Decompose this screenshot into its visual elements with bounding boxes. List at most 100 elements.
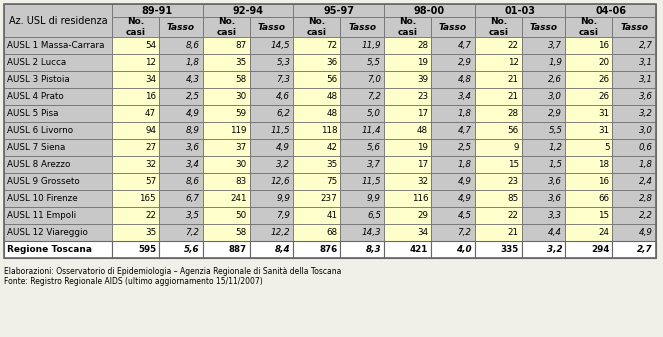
Text: 5,0: 5,0	[367, 109, 381, 118]
Bar	[203, 17, 250, 37]
Text: 7,3: 7,3	[276, 75, 290, 84]
Bar	[475, 190, 522, 207]
Bar	[613, 54, 656, 71]
Text: Tasso: Tasso	[530, 23, 558, 31]
Text: 41: 41	[326, 211, 337, 220]
Text: 26: 26	[599, 92, 609, 101]
Text: 5: 5	[604, 143, 609, 152]
Text: 92-94: 92-94	[233, 5, 263, 16]
Text: 2,7: 2,7	[639, 41, 653, 50]
Bar	[341, 122, 384, 139]
Text: 16: 16	[599, 177, 609, 186]
Bar	[159, 122, 203, 139]
Bar	[384, 122, 431, 139]
Text: 887: 887	[229, 245, 247, 254]
Text: 28: 28	[417, 41, 428, 50]
Bar	[293, 105, 341, 122]
Bar	[475, 17, 522, 37]
Text: 4,7: 4,7	[457, 126, 471, 135]
Text: 19: 19	[417, 143, 428, 152]
Text: 5,5: 5,5	[367, 58, 381, 67]
Text: 37: 37	[235, 143, 247, 152]
Bar	[250, 17, 293, 37]
Text: 54: 54	[145, 41, 156, 50]
Text: 85: 85	[508, 194, 519, 203]
Bar	[566, 156, 613, 173]
Bar	[4, 4, 656, 258]
Text: 237: 237	[321, 194, 337, 203]
Bar	[250, 224, 293, 241]
Text: 1,8: 1,8	[457, 109, 471, 118]
Text: 3,2: 3,2	[639, 109, 653, 118]
Text: 2,9: 2,9	[457, 58, 471, 67]
Text: 12,6: 12,6	[271, 177, 290, 186]
Text: 4,9: 4,9	[276, 143, 290, 152]
Bar	[112, 224, 159, 241]
Bar	[384, 37, 431, 54]
Bar	[522, 105, 566, 122]
Text: AUSL 2 Lucca: AUSL 2 Lucca	[7, 58, 66, 67]
Text: 89-91: 89-91	[142, 5, 173, 16]
Text: 12: 12	[145, 58, 156, 67]
Bar	[112, 105, 159, 122]
Bar	[293, 4, 384, 17]
Bar	[475, 207, 522, 224]
Text: AUSL 6 Livorno: AUSL 6 Livorno	[7, 126, 73, 135]
Bar	[159, 224, 203, 241]
Bar	[384, 156, 431, 173]
Text: 01-03: 01-03	[505, 5, 536, 16]
Text: 66: 66	[599, 194, 609, 203]
Text: 118: 118	[321, 126, 337, 135]
Text: 83: 83	[235, 177, 247, 186]
Text: 56: 56	[326, 75, 337, 84]
Bar	[613, 207, 656, 224]
Text: 4,9: 4,9	[457, 177, 471, 186]
Bar	[203, 173, 250, 190]
Text: AUSL 10 Firenze: AUSL 10 Firenze	[7, 194, 78, 203]
Text: 4,5: 4,5	[457, 211, 471, 220]
Bar	[293, 71, 341, 88]
Text: 87: 87	[235, 41, 247, 50]
Bar	[566, 17, 613, 37]
Text: 20: 20	[598, 58, 609, 67]
Text: 98-00: 98-00	[414, 5, 445, 16]
Bar	[159, 105, 203, 122]
Bar	[341, 207, 384, 224]
Text: 4,7: 4,7	[457, 41, 471, 50]
Text: 48: 48	[417, 126, 428, 135]
Bar	[431, 122, 475, 139]
Bar	[203, 224, 250, 241]
Bar	[250, 207, 293, 224]
Text: 11,9: 11,9	[361, 41, 381, 50]
Text: 2,4: 2,4	[639, 177, 653, 186]
Bar	[250, 88, 293, 105]
Text: 8,4: 8,4	[274, 245, 290, 254]
Bar	[341, 88, 384, 105]
Text: 1,8: 1,8	[457, 160, 471, 169]
Text: 2,7: 2,7	[637, 245, 653, 254]
Bar	[250, 37, 293, 54]
Text: 1,9: 1,9	[548, 58, 562, 67]
Bar	[250, 241, 293, 258]
Bar	[475, 54, 522, 71]
Bar	[293, 190, 341, 207]
Bar	[203, 241, 250, 258]
Text: 8,3: 8,3	[365, 245, 381, 254]
Bar	[566, 173, 613, 190]
Text: 72: 72	[326, 41, 337, 50]
Bar	[384, 88, 431, 105]
Text: 12,2: 12,2	[271, 228, 290, 237]
Text: 11,5: 11,5	[361, 177, 381, 186]
Bar	[522, 190, 566, 207]
Text: Tasso: Tasso	[167, 23, 195, 31]
Bar	[112, 17, 159, 37]
Bar	[159, 37, 203, 54]
Bar	[384, 190, 431, 207]
Text: AUSL 9 Grosseto: AUSL 9 Grosseto	[7, 177, 80, 186]
Bar	[203, 37, 250, 54]
Bar	[522, 71, 566, 88]
Text: 3,6: 3,6	[548, 194, 562, 203]
Bar	[613, 17, 656, 37]
Bar	[250, 156, 293, 173]
Bar	[613, 190, 656, 207]
